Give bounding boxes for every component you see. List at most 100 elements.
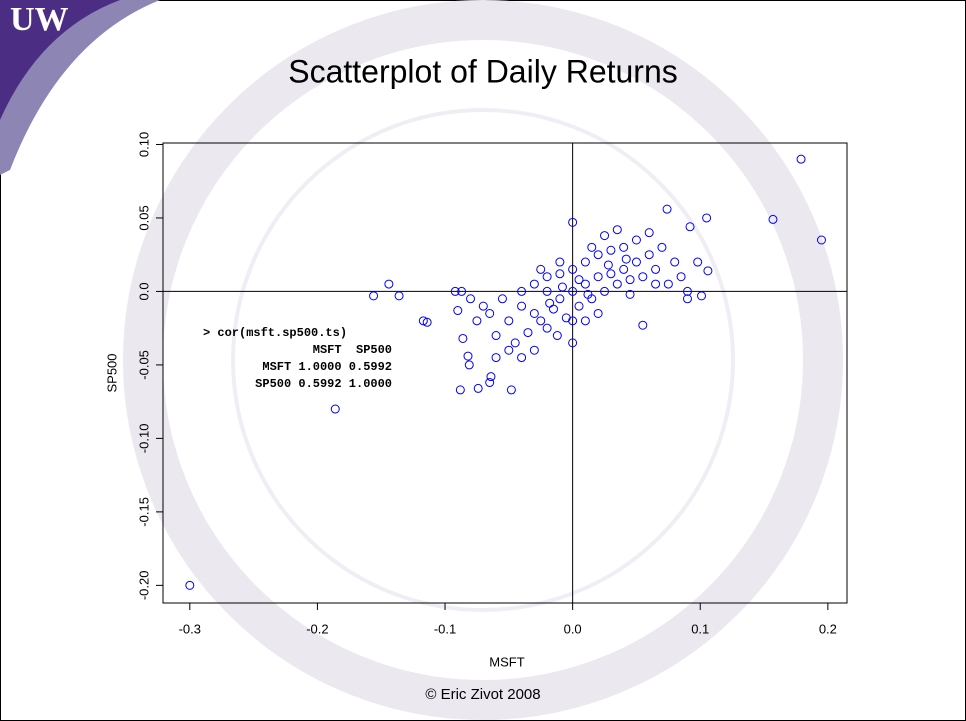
point — [606, 269, 616, 279]
point — [583, 289, 593, 299]
y-tick-label: -0.15 — [136, 497, 151, 527]
point — [612, 225, 622, 235]
point — [621, 254, 631, 264]
point — [593, 308, 603, 318]
point — [796, 154, 806, 164]
point — [506, 385, 516, 395]
logo: UW — [10, 1, 69, 38]
x-tick-label: 0.2 — [819, 621, 837, 636]
point — [542, 272, 552, 282]
chart-title: Scatterplot of Daily Returns — [288, 53, 678, 89]
x-tick-label: -0.3 — [179, 621, 201, 636]
point — [568, 217, 578, 227]
point — [651, 279, 661, 289]
y-axis-label: SP500 — [104, 353, 119, 392]
point — [523, 328, 533, 338]
point — [394, 291, 404, 301]
point — [638, 320, 648, 330]
point — [580, 279, 590, 289]
point — [485, 308, 495, 318]
point — [682, 286, 692, 296]
point — [574, 301, 584, 311]
point — [644, 250, 654, 260]
point — [606, 245, 616, 255]
point — [529, 308, 539, 318]
annotation: SP500 0.5992 1.0000 — [255, 377, 392, 391]
y-tick-label: -0.20 — [136, 571, 151, 601]
y-tick-label: -0.05 — [136, 350, 151, 380]
point — [453, 306, 463, 316]
point — [693, 257, 703, 267]
x-tick-label: -0.1 — [434, 621, 456, 636]
point — [612, 279, 622, 289]
point — [568, 316, 578, 326]
point — [631, 257, 641, 267]
point — [555, 257, 565, 267]
point — [600, 286, 610, 296]
point — [536, 264, 546, 274]
y-tick-label: 0.05 — [136, 205, 151, 230]
point — [657, 242, 667, 252]
point — [631, 235, 641, 245]
point — [676, 272, 686, 282]
point — [662, 204, 672, 214]
point — [644, 228, 654, 238]
point — [638, 272, 648, 282]
point — [517, 286, 527, 296]
point — [697, 291, 707, 301]
x-tick-label: -0.2 — [306, 621, 328, 636]
point — [542, 323, 552, 333]
point — [587, 242, 597, 252]
point — [472, 316, 482, 326]
x-tick-label: 0.1 — [691, 621, 709, 636]
point — [580, 316, 590, 326]
point — [529, 345, 539, 355]
point — [568, 264, 578, 274]
point — [552, 331, 562, 341]
point — [529, 279, 539, 289]
y-tick-label: 0.0 — [136, 282, 151, 300]
point — [619, 242, 629, 252]
point — [466, 294, 476, 304]
y-tick-label: 0.10 — [136, 132, 151, 157]
point — [422, 317, 432, 327]
point — [457, 286, 467, 296]
point — [651, 264, 661, 274]
point — [450, 286, 460, 296]
point — [685, 222, 695, 232]
annotation: MSFT 1.0000 0.5992 — [262, 360, 392, 374]
point — [603, 260, 613, 270]
logo-banner — [0, 0, 120, 120]
x-tick-label: 0.0 — [564, 621, 582, 636]
point — [663, 279, 673, 289]
point — [485, 378, 495, 388]
point — [330, 404, 340, 414]
point — [625, 289, 635, 299]
seal-watermark — [123, 0, 843, 720]
point — [185, 580, 195, 590]
plot-frame — [162, 142, 848, 604]
point — [702, 213, 712, 223]
y-tick-label: -0.10 — [136, 424, 151, 454]
point — [491, 353, 501, 363]
point — [510, 338, 520, 348]
point — [768, 214, 778, 224]
point — [491, 331, 501, 341]
point — [463, 351, 473, 361]
point — [625, 275, 635, 285]
point — [670, 257, 680, 267]
point — [464, 360, 474, 370]
point — [504, 316, 514, 326]
seal-watermark — [231, 108, 735, 612]
x-axis-label: MSFT — [489, 654, 524, 669]
point — [593, 250, 603, 260]
point — [504, 345, 514, 355]
point — [369, 291, 379, 301]
point — [580, 257, 590, 267]
point — [536, 316, 546, 326]
point — [478, 301, 488, 311]
point — [542, 286, 552, 296]
point — [458, 333, 468, 343]
point — [593, 272, 603, 282]
